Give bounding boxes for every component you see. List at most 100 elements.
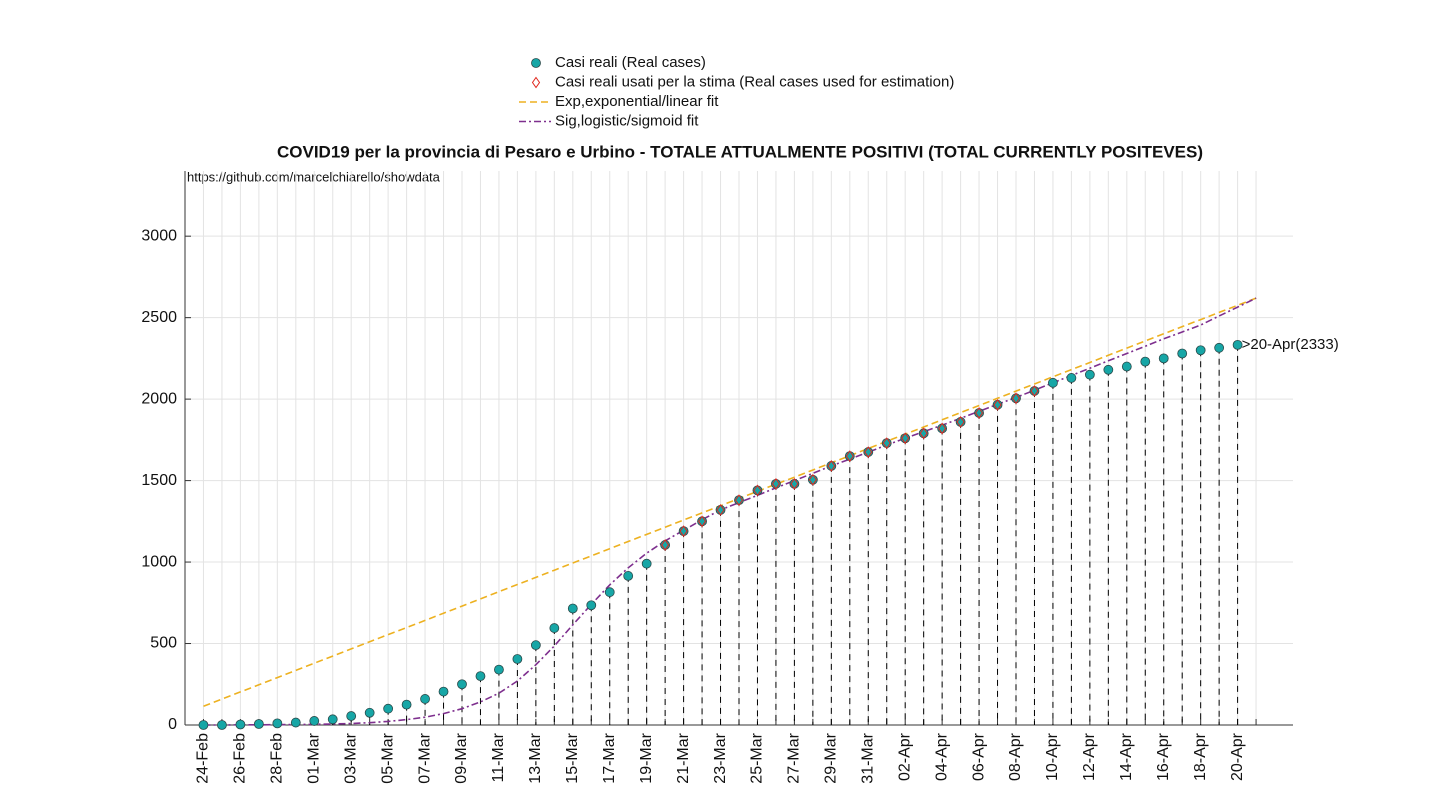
x-tick-label: 21-Mar (675, 732, 692, 783)
x-tick-label: 17-Mar (601, 732, 618, 783)
x-tick-label: 06-Apr (970, 732, 987, 781)
point (864, 446, 873, 458)
point (1140, 356, 1151, 367)
point (364, 707, 375, 718)
point (808, 473, 817, 486)
point (716, 504, 725, 516)
y-tick-label: 2500 (141, 309, 177, 326)
point (1048, 377, 1058, 388)
legend-label: Sig,logistic/sigmoid fit (555, 112, 699, 129)
point (420, 694, 430, 704)
point (1030, 385, 1039, 397)
point (790, 477, 799, 490)
point (512, 654, 523, 664)
x-tick-label: 08-Apr (1007, 732, 1024, 781)
point (1177, 348, 1188, 359)
x-tick-label: 26-Feb (232, 733, 249, 784)
y-tick-label: 1000 (141, 553, 177, 570)
point (623, 571, 634, 581)
point (383, 703, 394, 714)
point (530, 640, 541, 651)
point (217, 720, 227, 730)
annotation: >20-Apr(2333) (1242, 336, 1339, 353)
chart-title: COVID19 per la provincia di Pesaro e Urb… (277, 142, 1203, 161)
point (845, 450, 854, 463)
x-tick-label: 18-Apr (1192, 732, 1209, 781)
point (1084, 369, 1095, 380)
y-tick-label: 1500 (141, 472, 177, 489)
fit-line (203, 297, 1257, 726)
point (956, 416, 965, 428)
x-tick-label: 25-Mar (749, 732, 766, 783)
legend-label: Exp,exponential/linear fit (555, 93, 719, 110)
x-tick-label: 31-Mar (859, 732, 876, 783)
point (604, 587, 615, 598)
point (1011, 392, 1021, 405)
point (272, 718, 283, 729)
y-tick-label: 500 (150, 635, 177, 652)
point (1214, 342, 1225, 353)
x-tick-label: 07-Mar (416, 732, 433, 783)
point (531, 76, 541, 89)
point (253, 719, 264, 729)
point (586, 600, 597, 611)
y-tick-label: 2000 (141, 390, 177, 407)
point (327, 714, 338, 725)
point (771, 477, 781, 490)
x-tick-label: 13-Mar (527, 732, 544, 783)
point (753, 484, 762, 497)
x-tick-label: 11-Mar (490, 732, 507, 782)
legend-label: Casi reali usati per la stima (Real case… (555, 73, 954, 90)
point (938, 422, 947, 435)
point (457, 679, 467, 690)
x-tick-label: 12-Apr (1081, 732, 1098, 781)
x-tick-label: 20-Apr (1229, 732, 1246, 781)
x-tick-label: 04-Apr (933, 732, 950, 781)
point (567, 603, 578, 614)
x-tick-label: 05-Mar (379, 732, 396, 783)
point (1195, 345, 1206, 356)
x-tick-label: 03-Mar (342, 732, 359, 783)
point (641, 558, 652, 569)
point (346, 711, 357, 721)
point (401, 699, 412, 710)
point (290, 717, 301, 728)
x-tick-label: 09-Mar (453, 732, 470, 783)
x-tick-label: 28-Feb (269, 733, 286, 784)
point (697, 515, 707, 528)
point (1103, 364, 1114, 375)
point (198, 720, 209, 730)
x-tick-label: 16-Apr (1155, 732, 1172, 781)
point (475, 671, 486, 682)
point (993, 398, 1002, 411)
point (679, 525, 688, 537)
point (309, 716, 320, 726)
point (1232, 339, 1243, 350)
point (974, 407, 984, 419)
point (494, 664, 504, 675)
point (827, 460, 836, 472)
x-tick-label: 01-Mar (305, 732, 322, 783)
point (919, 427, 928, 440)
legend-label: Casi reali (Real cases) (555, 54, 706, 71)
point (1158, 353, 1169, 364)
point (734, 494, 744, 507)
point (549, 623, 560, 633)
x-tick-label: 15-Mar (564, 732, 581, 783)
x-tick-label: 14-Apr (1118, 732, 1135, 781)
y-tick-label: 0 (168, 716, 177, 733)
fit-line (203, 297, 1257, 708)
x-tick-label: 29-Mar (823, 732, 840, 783)
point (901, 432, 910, 445)
point (661, 539, 670, 551)
point (438, 686, 449, 697)
point (882, 437, 891, 449)
legend: Casi reali (Real cases) Casi reali usati … (519, 54, 954, 129)
point (235, 719, 246, 730)
x-tick-label: 02-Apr (896, 732, 913, 781)
point (531, 58, 541, 68)
point (1066, 373, 1077, 383)
x-tick-label: 24-Feb (195, 733, 212, 784)
x-tick-label: 23-Mar (712, 732, 729, 783)
